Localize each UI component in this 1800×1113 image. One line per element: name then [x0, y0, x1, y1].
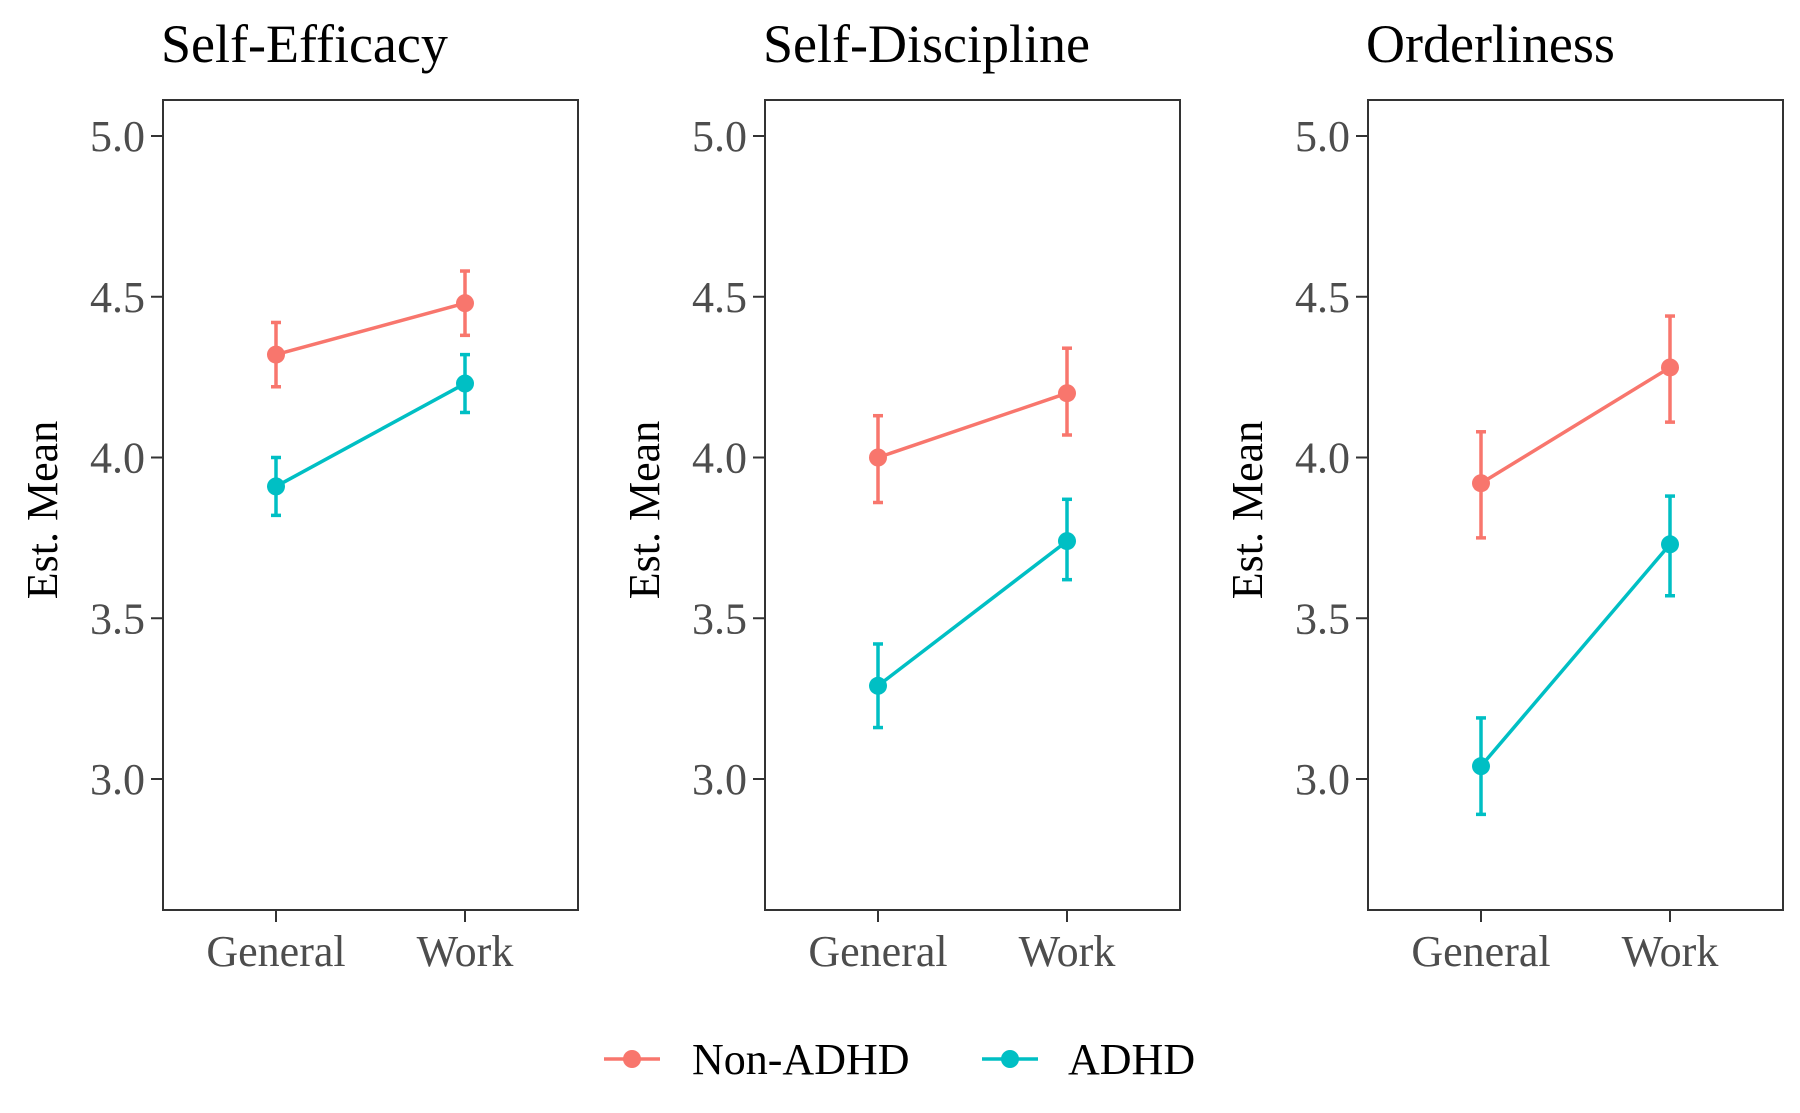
series-line: [876, 539, 1069, 688]
panel-border: [1367, 99, 1784, 911]
legend-item-adhd: ADHD: [982, 1035, 1195, 1084]
legend: Non-ADHD ADHD: [604, 1035, 1195, 1084]
panel-title: Self-Efficacy: [161, 14, 448, 74]
legend-key-point: [1001, 1050, 1019, 1068]
series-non-adhd: [1472, 314, 1679, 540]
data-point: [456, 294, 474, 313]
legend-item-non-adhd: Non-ADHD: [604, 1035, 910, 1084]
legend-key-point: [623, 1050, 641, 1068]
panel-title: Orderliness: [1366, 14, 1615, 74]
y-tick-label: 4.5: [90, 273, 145, 322]
x-tick-label: Work: [417, 927, 514, 976]
legend-label: ADHD: [1068, 1035, 1195, 1084]
series-line: [877, 391, 1068, 460]
y-tick-label: 5.0: [692, 112, 747, 161]
data-point: [1472, 474, 1490, 493]
panel-title: Self-Discipline: [763, 14, 1090, 74]
y-axis-title: Est. Mean: [1223, 421, 1272, 599]
y-tick-label: 3.0: [692, 755, 747, 804]
panel-2: Orderliness 3.0 3.5 4.0 4.5 5.0 Est. Mean Gener…: [1223, 14, 1784, 976]
y-tick-label: 4.0: [692, 434, 747, 483]
data-point: [1058, 384, 1076, 403]
data-point: [869, 676, 887, 695]
data-point: [267, 477, 285, 496]
data-point: [1058, 532, 1076, 551]
data-point: [1472, 757, 1490, 776]
series-line: [1480, 365, 1671, 485]
series-line: [275, 382, 466, 488]
panel-0: Self-Efficacy 3.0 3.5 4.0 4.5 5.0 Est. Mean Gen…: [18, 14, 579, 976]
series-line: [1479, 543, 1672, 768]
y-axis-title: Est. Mean: [620, 421, 669, 599]
data-point: [869, 448, 887, 467]
y-tick-label: 5.0: [90, 112, 145, 161]
series-line: [275, 301, 466, 357]
series-adhd: [267, 352, 474, 518]
data-point: [1661, 358, 1679, 377]
x-tick-label: Work: [1622, 927, 1719, 976]
series-non-adhd: [267, 269, 474, 389]
y-tick-label: 3.5: [692, 594, 747, 643]
y-tick-label: 3.5: [1295, 594, 1350, 643]
x-tick-label: General: [206, 927, 345, 976]
y-tick-label: 3.0: [90, 755, 145, 804]
y-tick-label: 4.5: [1295, 273, 1350, 322]
y-tick-label: 3.0: [1295, 755, 1350, 804]
y-tick-label: 5.0: [1295, 112, 1350, 161]
panel-1: Self-Discipline 3.0 3.5 4.0 4.5 5.0 Est. Mean G…: [620, 14, 1181, 976]
data-point: [267, 345, 285, 364]
x-tick-label: General: [1411, 927, 1550, 976]
series-adhd: [1472, 494, 1679, 817]
panel-border: [162, 99, 579, 911]
x-tick-label: General: [808, 927, 947, 976]
x-tick-label: Work: [1019, 927, 1116, 976]
panels: Self-Efficacy 3.0 3.5 4.0 4.5 5.0 Est. Mean Gen…: [18, 14, 1784, 976]
panel-border: [764, 99, 1181, 911]
data-point: [456, 374, 474, 393]
y-tick-label: 4.0: [1295, 434, 1350, 483]
series-adhd: [869, 497, 1076, 730]
y-tick-label: 4.5: [692, 273, 747, 322]
y-tick-label: 4.0: [90, 434, 145, 483]
y-tick-label: 3.5: [90, 594, 145, 643]
data-point: [1661, 535, 1679, 554]
y-axis-title: Est. Mean: [18, 421, 67, 599]
series-non-adhd: [869, 346, 1076, 505]
legend-label: Non-ADHD: [692, 1035, 910, 1084]
